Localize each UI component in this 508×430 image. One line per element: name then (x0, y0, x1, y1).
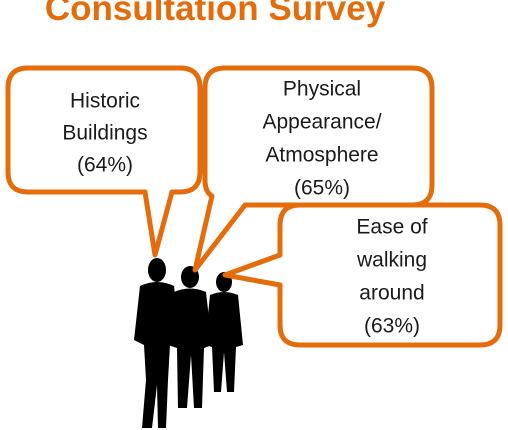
callout-line: Physical (283, 78, 361, 101)
callout-line: Atmosphere (265, 144, 378, 167)
callout-line: walking (356, 249, 427, 272)
callout-line: (64%) (77, 154, 133, 177)
people (134, 258, 243, 428)
callout-line: Buildings (62, 122, 147, 145)
callout-line: around (359, 282, 424, 305)
man-silhouette (205, 292, 243, 392)
callout-line: Ease of (356, 216, 427, 239)
callout-line: (65%) (294, 177, 350, 200)
slide: Consultation Survey Historic Buildings (64… (0, 0, 508, 430)
callout-line: Appearance/ (262, 111, 381, 134)
title: Consultation Survey (45, 0, 386, 28)
callout-line: (63%) (364, 315, 420, 338)
callout-line: Historic (70, 90, 140, 113)
head (148, 258, 166, 282)
man-silhouette (168, 289, 212, 409)
